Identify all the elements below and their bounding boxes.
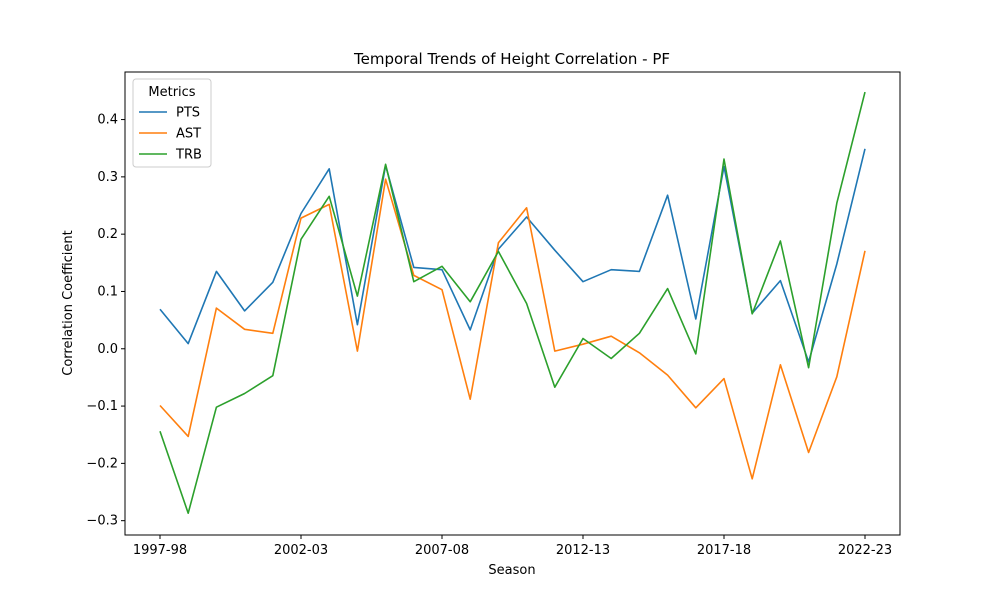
legend-label-trb: TRB	[175, 148, 202, 163]
series-line-pts	[159, 148, 866, 363]
series-layer	[159, 91, 866, 515]
x-tick-label: 2007-08	[415, 543, 469, 558]
legend-entries: PTS AST TRB	[139, 106, 202, 163]
legend-label-ast: AST	[176, 127, 201, 142]
x-tick-label: 2022-23	[838, 543, 892, 558]
ticks-layer: −0.3 −0.2 −0.1 0.0 0.1 0.2 0.3 0.4 1997-98 2002-0…	[86, 113, 892, 558]
y-tick-label: 0.1	[97, 284, 118, 299]
x-tick-label: 2002-03	[274, 543, 328, 558]
chart-title: Temporal Trends of Height Correlation - …	[353, 50, 670, 68]
y-tick-label: −0.2	[86, 456, 118, 471]
x-tick-label: 2017-18	[697, 543, 751, 558]
legend-title: Metrics	[148, 85, 195, 100]
legend-box	[132, 78, 212, 168]
x-tick-label: 2012-13	[556, 543, 610, 558]
x-tick-label: 1997-98	[133, 543, 187, 558]
y-tick-label: 0.0	[97, 342, 118, 357]
y-tick-label: 0.3	[97, 170, 118, 185]
y-tick-label: 0.2	[97, 227, 118, 242]
series-line-ast	[159, 178, 866, 480]
y-axis-label: Correlation Coefficient	[61, 230, 76, 376]
y-tick-label: −0.3	[86, 514, 118, 529]
y-tick-label: −0.1	[86, 399, 118, 414]
legend: Metrics PTS AST TRB	[132, 78, 212, 168]
series-line-trb	[159, 91, 866, 515]
y-tick-label: 0.4	[97, 113, 118, 128]
x-axis-label: Season	[488, 563, 535, 578]
plot-frame	[124, 71, 901, 536]
legend-label-pts: PTS	[176, 106, 200, 121]
